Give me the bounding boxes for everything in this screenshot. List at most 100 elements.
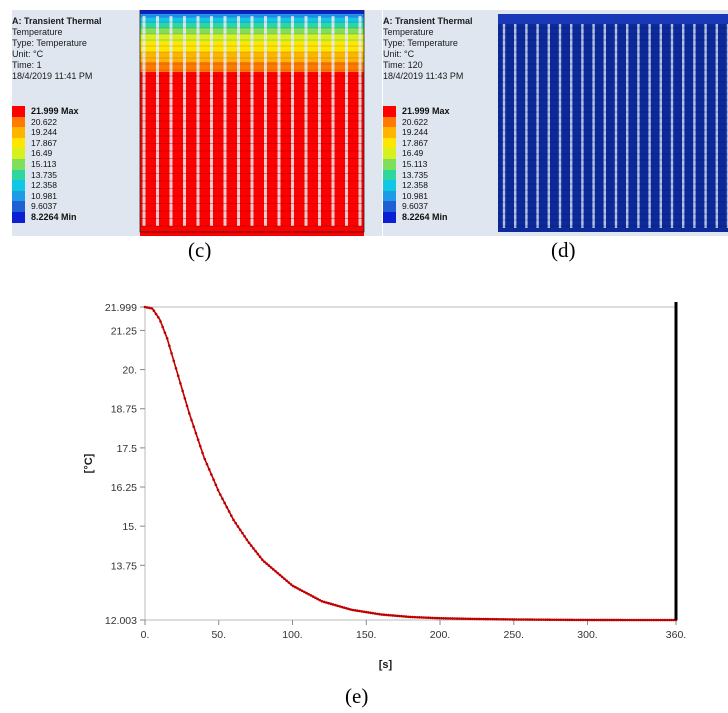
data-point (265, 562, 268, 566)
data-point (634, 618, 638, 622)
legend-label: 10.981 (402, 190, 428, 201)
data-point (420, 616, 423, 619)
data-point (170, 352, 173, 355)
data-point (595, 618, 598, 622)
data-point (238, 528, 242, 532)
data-point (561, 618, 565, 622)
data-point (515, 618, 518, 621)
data-point (555, 618, 558, 622)
data-point (590, 618, 594, 622)
data-point (477, 617, 481, 621)
result-time: Time: 1 (12, 60, 42, 70)
legend-label: 17.867 (31, 137, 57, 148)
mesh-lines (139, 10, 365, 233)
data-point (502, 618, 505, 621)
legend-swatch (383, 201, 396, 212)
data-point (148, 306, 151, 310)
result-type: Type: Temperature (383, 38, 458, 48)
legend-label: 8.2264 Min (402, 211, 448, 222)
legend-label: 8.2264 Min (31, 211, 77, 222)
series-markers (143, 305, 678, 622)
data-point (245, 538, 249, 541)
data-point (650, 618, 653, 622)
data-point (336, 604, 339, 608)
legend-label: 12.358 (402, 180, 428, 191)
data-point (190, 418, 193, 422)
data-point (643, 618, 647, 622)
data-point (331, 603, 335, 606)
data-point (249, 544, 253, 547)
data-point (568, 618, 572, 622)
data-point (391, 614, 395, 617)
data-point (413, 615, 417, 619)
data-point (606, 618, 609, 622)
data-point (360, 610, 364, 613)
data-point (409, 615, 412, 619)
data-point (168, 344, 171, 348)
data-point (356, 609, 359, 613)
data-point (641, 618, 645, 622)
data-point (229, 514, 233, 517)
data-point (325, 601, 328, 604)
legend-label: 9.6037 (31, 201, 57, 212)
data-point (566, 618, 569, 622)
data-point (610, 618, 614, 622)
data-point (522, 618, 525, 621)
data-point (311, 595, 315, 598)
data-point (199, 445, 202, 448)
data-point (314, 596, 317, 600)
y-tick-label: 21.25 (111, 325, 137, 337)
data-point (586, 618, 589, 622)
contour-panel-c: A: Transient Thermal Temperature Type: T… (12, 10, 382, 236)
x-tick-label: 50. (211, 629, 226, 641)
legend-swatch (383, 169, 396, 181)
x-tick-label: 0. (141, 629, 150, 641)
data-point (648, 618, 651, 622)
data-point (161, 325, 164, 329)
legend-swatch (12, 116, 25, 128)
data-point (159, 320, 162, 323)
legend-label: 17.867 (402, 137, 428, 148)
result-type: Type: Temperature (12, 38, 87, 48)
x-tick-label: 300. (577, 629, 597, 641)
data-point (234, 521, 238, 525)
data-point (426, 616, 430, 620)
legend-swatch (383, 190, 396, 202)
data-point (559, 618, 563, 622)
data-point (535, 618, 538, 621)
data-point (422, 616, 426, 619)
data-point (287, 581, 291, 584)
data-point (289, 583, 293, 586)
data-point (285, 579, 288, 582)
data-point (579, 618, 583, 622)
data-point (210, 473, 213, 476)
data-point (564, 618, 567, 622)
data-point (575, 618, 578, 622)
legend-label: 13.735 (402, 169, 428, 180)
data-point (577, 618, 580, 622)
y-tick-label: 17.5 (117, 443, 138, 455)
data-point (530, 618, 534, 621)
data-point (298, 588, 302, 591)
data-point (329, 602, 333, 606)
data-point (548, 618, 552, 622)
data-point (369, 611, 372, 615)
data-point (645, 618, 649, 622)
data-point (581, 618, 585, 622)
data-point (232, 518, 235, 522)
data-point (592, 618, 596, 622)
data-point (570, 618, 574, 622)
data-point (455, 617, 459, 620)
y-tick-label: 12.003 (105, 615, 137, 627)
data-point (174, 367, 178, 370)
data-point (212, 478, 215, 481)
data-point (338, 605, 342, 608)
legend-swatch (383, 137, 396, 149)
data-point (497, 617, 501, 621)
data-point (371, 611, 375, 615)
data-point (541, 618, 545, 621)
data-point (252, 547, 255, 550)
data-point (207, 468, 211, 471)
data-point (400, 614, 403, 618)
analysis-title: A: Transient Thermal (383, 16, 473, 26)
